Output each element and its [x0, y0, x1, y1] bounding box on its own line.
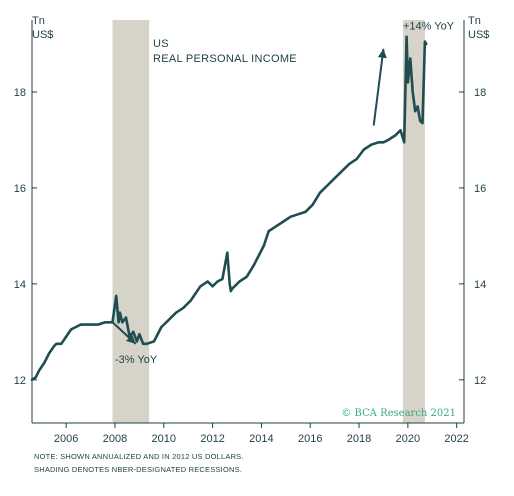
x-tick-label-2018: 2018 [347, 433, 371, 445]
x-tick-label-2006: 2006 [54, 433, 78, 445]
note-line-2: SHADING DENOTES NBER-DESIGNATED RECESSIO… [34, 465, 243, 474]
arrow-shaft-2 [372, 48, 385, 126]
arrow-head-1 [126, 334, 136, 344]
y-ticks-group: 12 12 14 14 16 16 18 18 [14, 87, 487, 387]
y-tick-label-left-14: 14 [14, 279, 26, 291]
x-tick-label-2022: 2022 [444, 433, 468, 445]
recession-shading-group [112, 20, 425, 423]
right-unit-label-2: US$ [468, 29, 489, 41]
credit-label: © BCA Research 2021 [341, 408, 456, 419]
recession-shade-1 [112, 20, 150, 423]
y-tick-label-right-14: 14 [474, 279, 486, 291]
y-tick-label-left-12: 12 [14, 375, 26, 387]
x-tick-label-2020: 2020 [396, 433, 420, 445]
y-tick-label-right-16: 16 [474, 183, 486, 195]
right-unit-label-1: Tn [468, 15, 481, 27]
annotation-minus-3-yoy: -3% YoY [115, 354, 158, 366]
x-tick-label-2014: 2014 [249, 433, 273, 445]
arrow-head-2 [377, 48, 387, 59]
left-unit-label-2: US$ [32, 29, 53, 41]
y-tick-label-left-18: 18 [14, 87, 26, 99]
arrows-group [111, 48, 387, 345]
series-line-real-personal-income [30, 35, 428, 382]
x-tick-label-2012: 2012 [200, 433, 224, 445]
chart-title: US [153, 38, 169, 50]
chart-subtitle: REAL PERSONAL INCOME [153, 53, 297, 65]
y-tick-label-right-12: 12 [474, 375, 486, 387]
y-tick-label-left-16: 16 [14, 183, 26, 195]
x-tick-label-2010: 2010 [152, 433, 176, 445]
left-unit-label-1: Tn [32, 15, 45, 27]
note-line-1: NOTE: SHOWN ANNUALIZED AND IN 2012 US DO… [34, 452, 244, 461]
annotation-plus-14-yoy: +14% YoY [403, 21, 455, 33]
x-tick-label-2008: 2008 [103, 433, 127, 445]
x-ticks-group: 2006 2008 2010 2012 2014 2016 2018 2020 2022 [54, 423, 469, 445]
y-tick-label-right-18: 18 [474, 87, 486, 99]
x-tick-label-2016: 2016 [298, 433, 322, 445]
